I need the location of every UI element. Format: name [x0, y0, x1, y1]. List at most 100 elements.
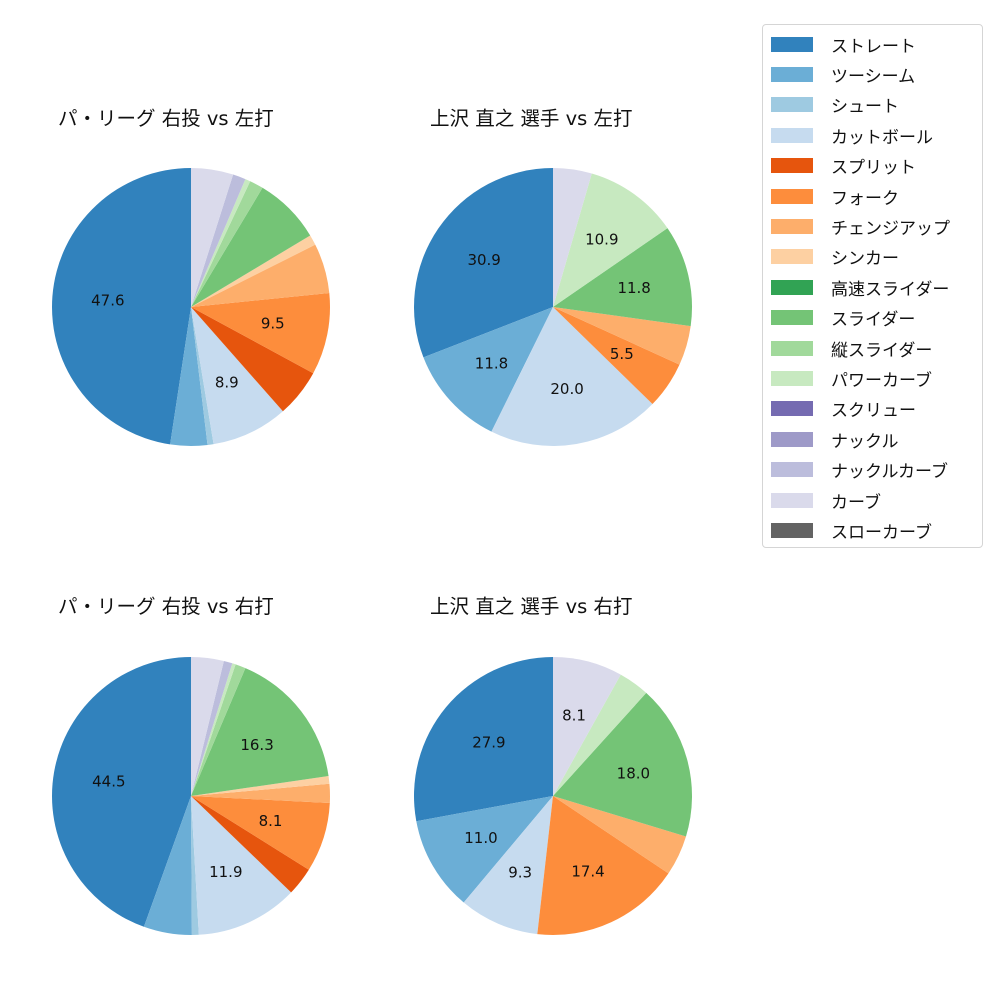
legend-swatch [771, 36, 813, 52]
legend-swatch [771, 127, 813, 143]
legend-label: チェンジアップ [831, 218, 950, 239]
legend-item: チェンジアップ [771, 215, 950, 239]
legend-item: スプリット [771, 155, 916, 179]
legend-swatch [771, 522, 813, 538]
pie-slice [553, 173, 668, 307]
slice-label: 18.0 [617, 765, 650, 783]
chart-title-league-vs-right: パ・リーグ 右投 vs 右打 [58, 595, 274, 618]
slice-label: 11.9 [209, 863, 242, 881]
pie-slice [191, 187, 311, 307]
slice-label: 9.3 [508, 864, 532, 882]
legend-swatch [771, 218, 813, 234]
pie-slice [537, 796, 669, 936]
slice-label: 10.9 [585, 230, 618, 248]
legend-item: 縦スライダー [771, 337, 933, 361]
slice-label: 5.5 [610, 345, 634, 363]
slice-label: 44.5 [92, 773, 125, 791]
legend-label: カーブ [831, 492, 881, 513]
legend-swatch [771, 462, 813, 478]
legend-item: シュート [771, 94, 899, 118]
pie-slice [191, 663, 236, 796]
pie-slice [553, 692, 692, 837]
pie-slice [191, 293, 330, 374]
slice-label: 47.6 [91, 292, 124, 310]
legend-item: ナックル [771, 428, 899, 452]
pie-slice [143, 796, 192, 935]
slice-label: 17.4 [571, 863, 604, 881]
legend-label: ナックル [831, 431, 899, 452]
legend-label: フォーク [831, 188, 899, 209]
legend-item: パワーカーブ [771, 367, 932, 391]
pie-slice [51, 168, 192, 445]
pie-slice [191, 307, 283, 445]
legend-label: パワーカーブ [831, 370, 932, 391]
legend-label: スライダー [831, 310, 916, 331]
pie-slice [191, 668, 329, 796]
legend-label: シュート [831, 97, 899, 118]
legend-swatch [771, 310, 813, 326]
pie-slice [191, 660, 233, 796]
slice-label: 30.9 [467, 251, 500, 269]
pie-slice [553, 307, 680, 405]
pie-slice [553, 307, 691, 365]
slice-label: 11.8 [475, 354, 508, 372]
pie-slice [191, 657, 224, 796]
legend-label: スプリット [831, 158, 916, 179]
legend-swatch [771, 279, 813, 295]
pie-slice [191, 775, 330, 796]
legend-item: カットボール [771, 124, 933, 148]
chart-title-player-vs-left: 上沢 直之 選手 vs 左打 [430, 107, 633, 130]
legend-label: 縦スライダー [831, 340, 933, 361]
pie-slice [191, 307, 214, 446]
pie-slice [191, 235, 316, 307]
legend-swatch [771, 340, 813, 356]
pie-slice [191, 664, 246, 796]
pie-slice [170, 307, 208, 446]
legend-label: ナックルカーブ [831, 462, 948, 483]
legend-item: ツーシーム [771, 63, 916, 87]
pie-slice [191, 244, 330, 307]
slice-label: 20.0 [550, 380, 583, 398]
slice-label: 9.5 [261, 314, 285, 332]
pie-slice [553, 168, 592, 307]
legend: ストレートツーシームシュートカットボール スプリットフォークチェンジアップシンカー… [762, 24, 983, 548]
legend-item: ナックルカーブ [771, 459, 948, 483]
legend-item: スローカーブ [771, 519, 932, 543]
legend-item: ストレート [771, 33, 916, 57]
pie-slice [553, 674, 647, 796]
pie-slice [191, 307, 314, 412]
legend-label: ストレート [831, 36, 916, 57]
pie-slice [191, 796, 309, 893]
pie-slice [191, 174, 246, 307]
pie-slice [553, 657, 621, 796]
legend-item: シンカー [771, 246, 899, 269]
legend-label: スローカーブ [831, 522, 932, 543]
pie-slice [553, 228, 692, 327]
pie-slice [491, 307, 653, 446]
legend-item: カーブ [771, 489, 881, 513]
legend-item: 高速スライダー [771, 276, 950, 300]
legend-swatch [771, 97, 813, 113]
legend-item: フォーク [771, 185, 899, 209]
pie-slice [416, 796, 553, 903]
legend-label: ツーシーム [831, 66, 916, 87]
slice-label: 27.9 [472, 734, 505, 752]
pie-slice [191, 796, 292, 935]
pie-slice [191, 179, 251, 307]
legend-swatch [771, 188, 813, 204]
pie-slice [52, 657, 192, 927]
pie-slice [463, 796, 553, 935]
slice-label: 8.1 [259, 812, 283, 830]
slice-label: 11.8 [617, 279, 650, 297]
legend-label: カットボール [831, 127, 933, 148]
pie-slice [423, 307, 553, 432]
slice-label: 8.9 [215, 373, 239, 391]
pie-slice [191, 796, 330, 870]
slice-label: 16.3 [240, 736, 273, 754]
pie-slice [191, 168, 234, 307]
pie-slice [191, 796, 199, 935]
legend-swatch [771, 158, 813, 174]
legend-label: 高速スライダー [831, 279, 950, 300]
